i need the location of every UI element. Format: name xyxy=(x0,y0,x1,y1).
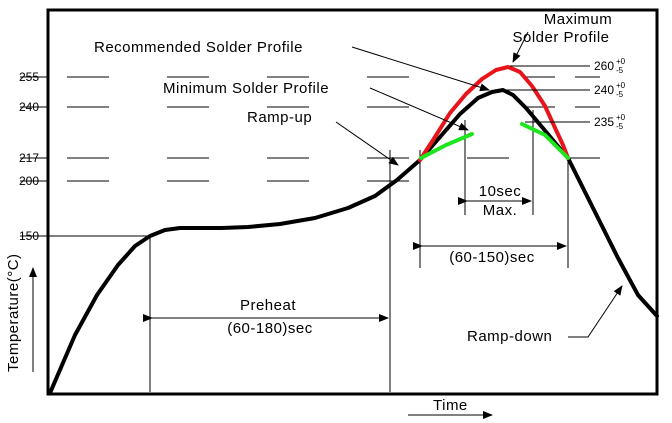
preheat-dimension: Preheat (60-180)sec xyxy=(143,297,389,337)
tick-150: 150 xyxy=(19,229,39,243)
maximum-leader xyxy=(512,31,529,63)
peak-temperature-labels: 260 +0 -5 240 +0 -5 235 +0 -5 xyxy=(594,57,626,131)
ramp-down-label: Ramp-down xyxy=(467,328,552,345)
tick-200: 200 xyxy=(19,174,39,188)
temperature-tick-leaders xyxy=(20,76,150,237)
peak-260-tol-plus: +0 xyxy=(616,57,626,66)
peak-260-tol-minus: -5 xyxy=(616,66,624,75)
x-axis-label-group: Time xyxy=(408,397,493,419)
peak-time: 10sec xyxy=(479,183,522,200)
tick-217: 217 xyxy=(19,151,39,165)
preheat-range: (60-180)sec xyxy=(227,320,313,337)
minimum-label: Minimum Solder Profile xyxy=(163,80,329,97)
ramp-down-leader xyxy=(568,285,623,338)
callout-leaders xyxy=(335,31,623,338)
peak-240-label: 240 xyxy=(594,83,614,97)
minimum-profile-fall xyxy=(520,122,570,160)
reflow-dimension: (60-150)sec xyxy=(413,242,567,266)
tick-255: 255 xyxy=(19,70,39,84)
peak-235-tol-minus: -5 xyxy=(616,122,624,131)
maximum-label-line1: Maximum xyxy=(544,11,613,28)
ramp-up-leader xyxy=(335,121,399,166)
peak-235-tol-plus: +0 xyxy=(616,113,626,122)
peak-235-label: 235 xyxy=(594,115,614,129)
y-axis-label: Temperature(°C) xyxy=(5,253,22,372)
ramp-up-label: Ramp-up xyxy=(247,109,312,126)
peak-max: Max. xyxy=(483,202,518,219)
minimum-profile-rise xyxy=(419,132,474,160)
peak-240-tol-minus: -5 xyxy=(616,90,624,99)
callout-labels: Maximum Solder Profile Recommended Solde… xyxy=(94,11,612,345)
reflow-range: (60-150)sec xyxy=(449,249,535,266)
maximum-profile-curve xyxy=(418,65,570,162)
temperature-tick-labels: 255 240 217 200 150 xyxy=(19,70,39,243)
peak-dimension: 10sec Max. xyxy=(458,183,532,219)
minimum-leader xyxy=(369,87,469,131)
recommended-profile-curve xyxy=(48,88,659,395)
tick-240: 240 xyxy=(19,100,39,114)
maximum-label-line2: Solder Profile xyxy=(512,29,609,46)
y-axis-label-group: Temperature(°C) xyxy=(5,253,37,372)
temperature-reference-lines xyxy=(67,76,600,182)
preheat-label: Preheat xyxy=(240,297,296,314)
peak-240-tol-plus: +0 xyxy=(616,81,626,90)
recommended-leader xyxy=(351,46,490,92)
plot-frame xyxy=(46,8,659,396)
x-axis-label: Time xyxy=(433,397,468,414)
recommended-label: Recommended Solder Profile xyxy=(94,39,303,56)
peak-260-label: 260 xyxy=(594,59,614,73)
